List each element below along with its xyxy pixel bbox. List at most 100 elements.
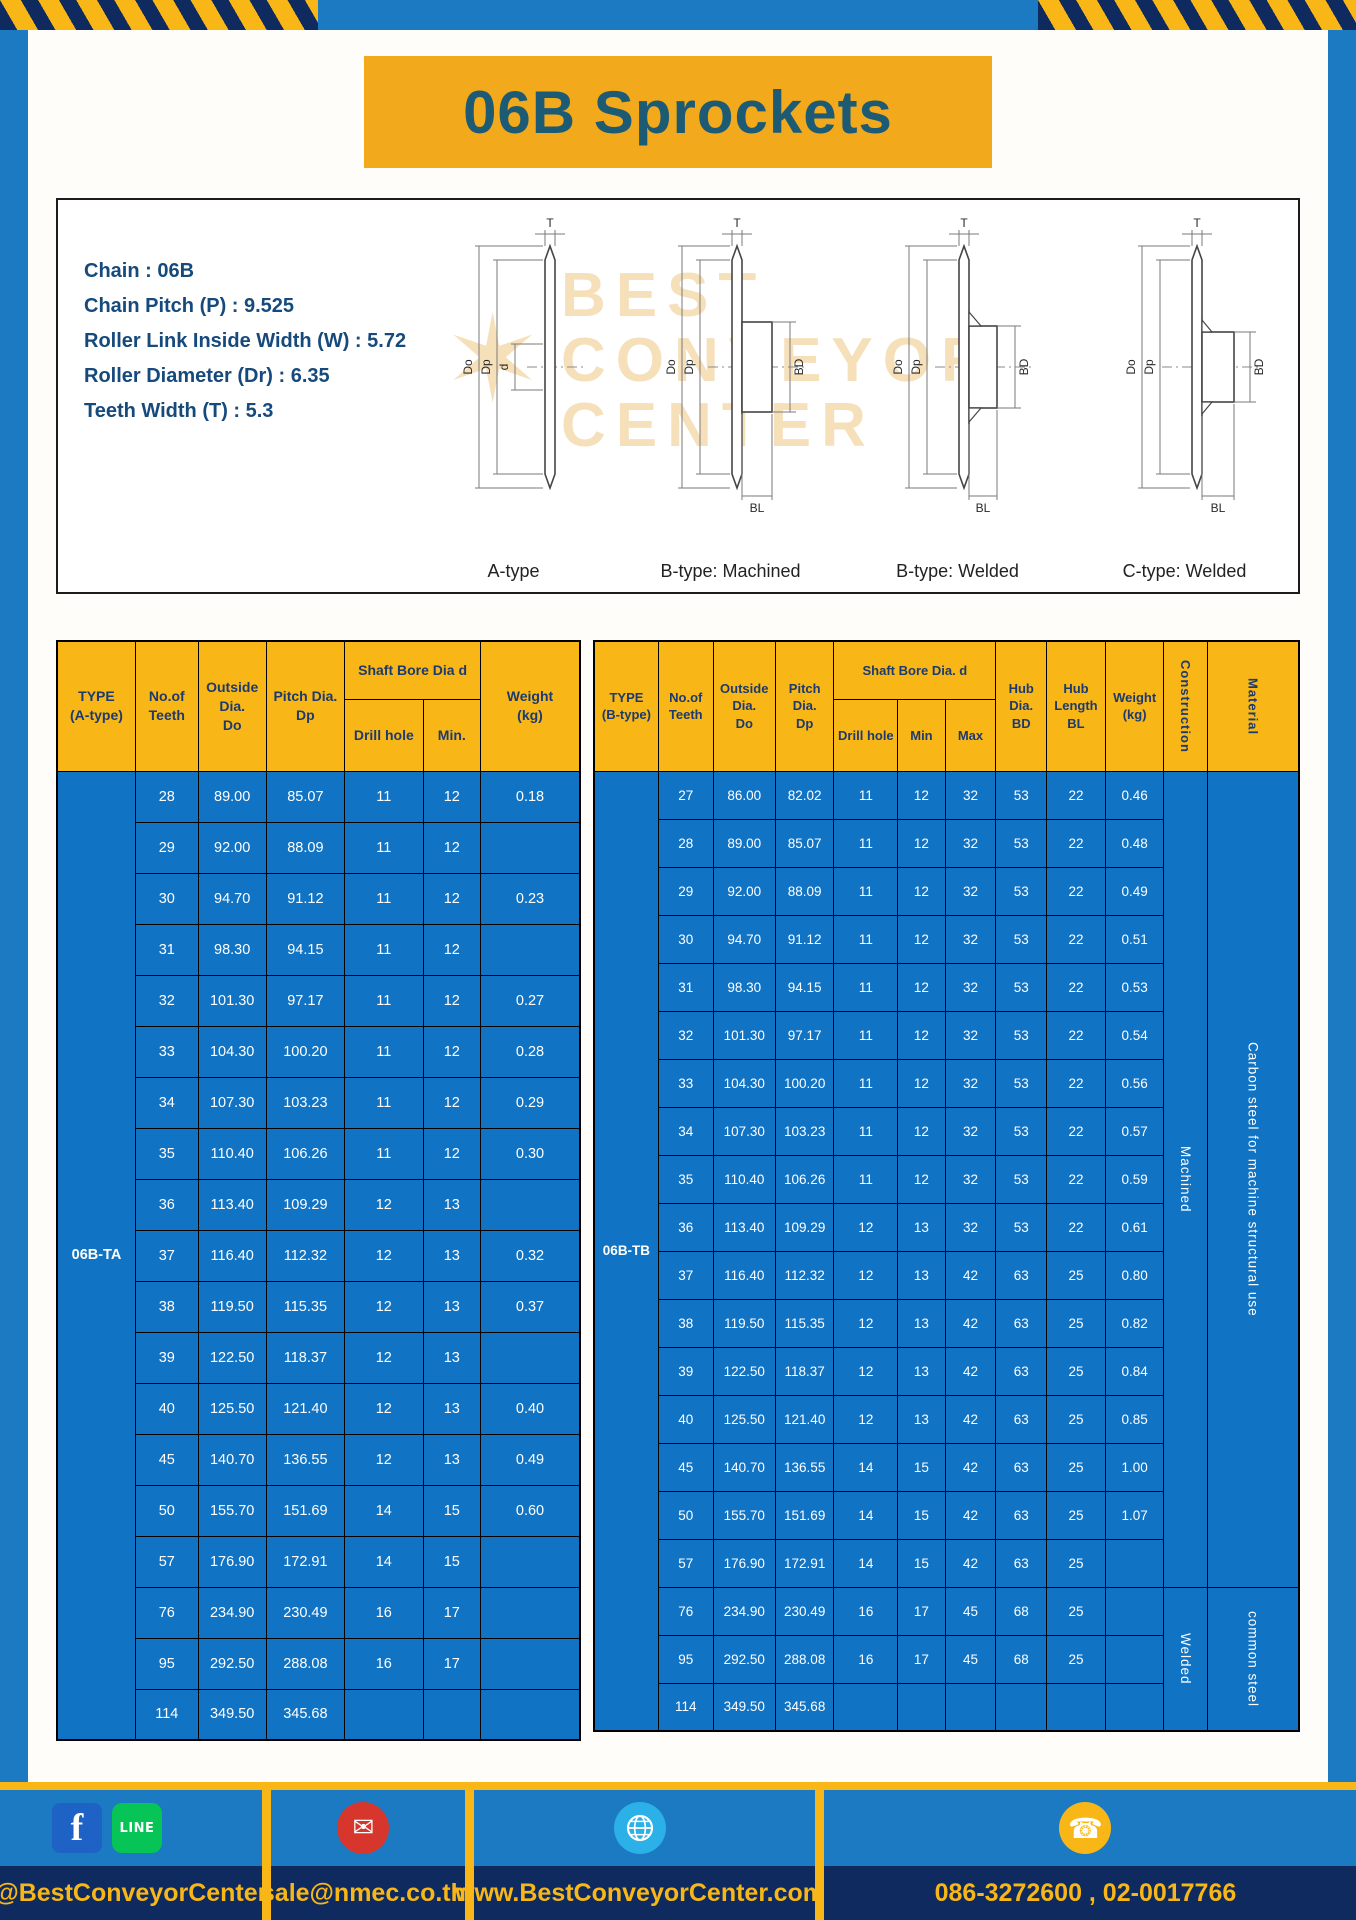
cell: 12 — [344, 1331, 424, 1384]
cell: 25 — [1046, 1298, 1106, 1348]
contact-email[interactable]: sale@nmec.co.th — [260, 1879, 466, 1907]
table-row: 33 104.30 100.20 11 12 0.28 — [57, 1025, 581, 1078]
cell: 11 — [344, 1127, 424, 1180]
cell: 13 — [422, 1331, 482, 1384]
figure-label: B-type: Welded — [896, 561, 1019, 581]
cell: 0.32 — [480, 1229, 581, 1282]
cell: 118.37 — [265, 1331, 346, 1384]
mail-icon[interactable]: ✉ — [337, 1802, 390, 1854]
dim-label-d: d — [497, 364, 511, 371]
cell: 125.50 — [197, 1382, 267, 1435]
cell: 32 — [944, 962, 997, 1012]
cell: 12 — [897, 914, 946, 964]
cell: 32 — [134, 974, 199, 1027]
cell — [480, 1331, 581, 1384]
table-row: 29 92.00 88.09 11 12 32 53 22 0.49 — [594, 866, 1299, 916]
cell: 88.09 — [265, 821, 346, 874]
cell — [995, 1682, 1048, 1732]
line-icon[interactable]: LINE — [112, 1803, 162, 1853]
cell: 349.50 — [197, 1688, 267, 1741]
cell: 32 — [944, 770, 997, 820]
cell: 11 — [833, 866, 899, 916]
cell: 38 — [134, 1280, 199, 1333]
cell: 39 — [134, 1331, 199, 1384]
cell: 122.50 — [712, 1346, 776, 1396]
cell: 25 — [1046, 1586, 1106, 1636]
table-row: 39 122.50 118.37 12 13 — [57, 1331, 581, 1384]
cell: 94.70 — [197, 872, 267, 925]
sprocket-drawings: T Do Dp d A-type — [410, 200, 1298, 592]
table-row: 06B-TA 28 89.00 85.07 11 12 0.18 — [56, 770, 581, 1741]
globe-icon[interactable] — [614, 1802, 667, 1854]
cell: 22 — [1046, 962, 1106, 1012]
spec-line: Roller Link Inside Width (W) : 5.72 — [84, 330, 407, 352]
website-url[interactable]: www.BestConveyorCenter.com — [455, 1879, 826, 1907]
cell: 22 — [1046, 1154, 1106, 1204]
cell: 53 — [995, 1058, 1048, 1108]
table-row: 45 140.70 136.55 12 13 0.49 — [57, 1433, 581, 1486]
cell: 12 — [897, 1154, 946, 1204]
cell: 32 — [944, 1154, 997, 1204]
table-row: 40 125.50 121.40 12 13 42 63 25 0.85 — [594, 1394, 1299, 1444]
cell: 22 — [1046, 1202, 1106, 1252]
cell: 85.07 — [774, 818, 835, 868]
table-row: 32 101.30 97.17 11 12 32 53 22 0.54 — [594, 1010, 1299, 1060]
cell: 172.91 — [774, 1538, 835, 1588]
dim-label-do: Do — [664, 359, 678, 375]
cell: 349.50 — [712, 1682, 776, 1732]
cell: 53 — [995, 962, 1048, 1012]
cell: 12 — [833, 1394, 899, 1444]
cell: 63 — [995, 1538, 1048, 1588]
cell: 0.46 — [1104, 770, 1165, 820]
cell: 0.18 — [480, 770, 581, 823]
cell: 97.17 — [265, 974, 346, 1027]
col-header-teeth: No.of Teeth — [657, 640, 714, 772]
cell: 12 — [897, 770, 946, 820]
cell: 292.50 — [197, 1637, 267, 1690]
cell: 12 — [897, 962, 946, 1012]
dim-label-do: Do — [1124, 359, 1138, 375]
cell: 22 — [1046, 1010, 1106, 1060]
dim-label-t: T — [960, 216, 968, 230]
facebook-icon[interactable]: f — [52, 1803, 102, 1853]
cell: 22 — [1046, 770, 1106, 820]
sheet: 06B Sprockets Chain : 06B Chain Pitch (P… — [28, 30, 1328, 1782]
cell: 0.80 — [1104, 1250, 1165, 1300]
cell: 42 — [944, 1298, 997, 1348]
cell: 11 — [344, 1025, 424, 1078]
cell: 34 — [657, 1106, 714, 1156]
cell — [944, 1682, 997, 1732]
cell: 12 — [422, 974, 482, 1027]
cell: 94.15 — [265, 923, 346, 976]
material-cell: Carbon steel for machine structural use — [1206, 770, 1300, 1588]
cell — [422, 1688, 482, 1741]
cell: 110.40 — [712, 1154, 776, 1204]
cell: 12 — [833, 1346, 899, 1396]
col-header-weight: Weight (kg) — [480, 640, 581, 772]
material-cell: common steel — [1206, 1586, 1300, 1732]
cell: 103.23 — [265, 1076, 346, 1129]
cell: 45 — [657, 1442, 714, 1492]
cell — [1104, 1682, 1165, 1732]
b-type-welded-drawing: T Do Dp BD — [891, 216, 1035, 515]
facebook-handle[interactable]: @BestConveyorCenter — [0, 1879, 268, 1907]
cell: 12 — [833, 1298, 899, 1348]
cell: 27 — [657, 770, 714, 820]
cell: 0.59 — [1104, 1154, 1165, 1204]
cell: 155.70 — [197, 1484, 267, 1537]
cell — [480, 1586, 581, 1639]
table-row: 29 92.00 88.09 11 12 — [57, 821, 581, 874]
cell: 17 — [422, 1586, 482, 1639]
cell — [1104, 1586, 1165, 1636]
cell: 25 — [1046, 1250, 1106, 1300]
cell: 36 — [657, 1202, 714, 1252]
cell — [480, 1535, 581, 1588]
phone-icon[interactable]: ☎ — [1059, 1802, 1112, 1854]
phone-numbers[interactable]: 086-3272600 , 02-0017766 — [934, 1879, 1237, 1907]
cell: 68 — [995, 1634, 1048, 1684]
col-header-min: Min. — [422, 698, 482, 772]
cell: 17 — [422, 1637, 482, 1690]
cell: 155.70 — [712, 1490, 776, 1540]
dim-label-do: Do — [461, 359, 475, 375]
cell: 13 — [897, 1202, 946, 1252]
